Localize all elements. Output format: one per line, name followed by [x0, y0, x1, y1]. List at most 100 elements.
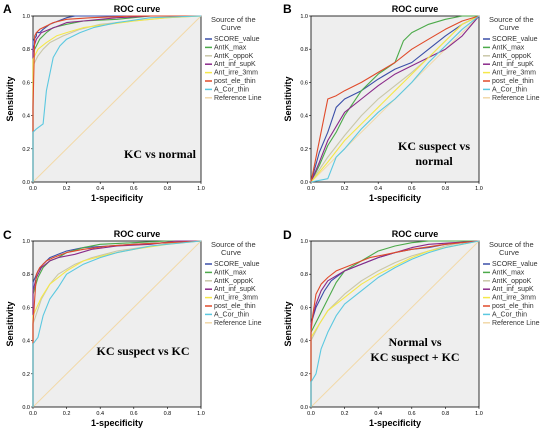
legend-entry: Ant_irre_3mm [492, 70, 536, 77]
comparison-annotation: KC suspect vs [398, 139, 470, 153]
y-tick-label: 0.8 [22, 272, 30, 278]
legend-entry: SCORE_value [214, 36, 260, 43]
series-line-antk-max [310, 15, 479, 183]
series-line-ant-irre-3mm [310, 15, 480, 183]
y-tick-label: 1.0 [300, 239, 308, 245]
legend-title: Curve [499, 248, 519, 257]
x-tick-label: 0.8 [164, 186, 172, 192]
series-line-post-ele-thin [310, 15, 480, 183]
series-line-a-cor-thin [310, 240, 480, 407]
x-tick-label: 1.0 [197, 186, 205, 192]
y-axis-label: Sensitivity [283, 76, 293, 121]
chart-title: ROC curve [114, 229, 161, 239]
legend-entry: SCORE_value [492, 261, 538, 268]
y-tick-label: 0.4 [300, 114, 308, 120]
y-tick-label: 0.4 [22, 114, 30, 120]
y-tick-label: 0.2 [22, 147, 30, 153]
legend-entry: post_ele_thin [214, 78, 256, 85]
legend-entry: AntK_oppoK [214, 278, 254, 285]
x-tick-label: 0.0 [29, 411, 37, 417]
comparison-annotation: KC suspect + KC [370, 350, 459, 364]
comparison-annotation: KC suspect vs KC [96, 344, 189, 358]
x-tick-label: 0.6 [130, 411, 138, 417]
panel-d: D ROC curve 0.0 0.2 0.4 0.6 0.8 1.0 0.0 0.2 0.4 0.6… [283, 228, 540, 428]
legend-entry: AntK_max [492, 269, 525, 276]
legend-entry: post_ele_thin [492, 303, 534, 310]
legend-title: Curve [221, 23, 241, 32]
x-tick-label: 1.0 [475, 186, 483, 192]
chart-title: ROC curve [392, 4, 439, 14]
legend-entry: A_Cor_thin [214, 86, 249, 93]
x-tick-label: 0.2 [341, 186, 349, 192]
series-line-post-ele-thin [32, 15, 201, 182]
legend-title: Source of the [489, 240, 534, 249]
reference-line [310, 240, 480, 408]
y-tick-label: 0.6 [300, 305, 308, 311]
y-axis-label: Sensitivity [5, 76, 15, 121]
x-tick-label: 0.6 [408, 411, 416, 417]
panel-label: D [283, 228, 292, 242]
x-tick-label: 0.4 [96, 186, 104, 192]
x-tick-label: 0.0 [29, 186, 37, 192]
x-axis-label: 1-specificity [369, 193, 421, 203]
legend-title: Curve [499, 23, 519, 32]
y-tick-label: 0.0 [22, 180, 30, 186]
y-tick-label: 0.0 [22, 405, 30, 411]
y-tick-label: 0.8 [22, 47, 30, 53]
y-tick-label: 0.6 [300, 80, 308, 86]
y-axis-label: Sensitivity [283, 301, 293, 346]
comparison-annotation: normal [415, 154, 453, 168]
series-line-a-cor-thin [310, 15, 480, 183]
y-tick-label: 0.2 [22, 372, 30, 378]
x-tick-label: 0.4 [374, 186, 382, 192]
legend-entry: Ant_inf_supK [214, 286, 256, 293]
legend-entry: A_Cor_thin [492, 86, 527, 93]
legend-entry: AntK_max [214, 44, 247, 51]
x-tick-label: 0.2 [63, 411, 71, 417]
series-line-ant-irre-3mm [32, 15, 202, 182]
x-axis-label: 1-specificity [91, 193, 143, 203]
comparison-annotation: KC vs normal [124, 147, 197, 161]
legend-entry: AntK_max [492, 44, 525, 51]
y-tick-label: 1.0 [300, 14, 308, 20]
legend-entry: AntK_oppoK [492, 53, 532, 60]
x-tick-label: 0.4 [374, 411, 382, 417]
y-tick-label: 1.0 [22, 239, 30, 245]
reference-line [32, 15, 202, 183]
chart-title: ROC curve [114, 4, 161, 14]
y-tick-label: 0.8 [300, 47, 308, 53]
panel-label: B [283, 2, 292, 16]
x-tick-label: 0.0 [307, 411, 315, 417]
legend-entry: Ant_inf_supK [214, 61, 256, 68]
chart-title: ROC curve [392, 229, 439, 239]
y-axis-label: Sensitivity [5, 301, 15, 346]
reference-line [32, 240, 202, 408]
legend-entry: Reference Line [492, 95, 540, 102]
legend-entry: SCORE_value [492, 36, 538, 43]
y-tick-label: 0.2 [300, 372, 308, 378]
x-tick-label: 0.2 [341, 411, 349, 417]
legend-title: Source of the [489, 15, 534, 24]
panel-a: A ROC curve 0.0 0.2 0.4 0.6 0.8 1.0 0.0 0.2 0.4 0.6… [3, 2, 262, 203]
panel-label: C [3, 228, 12, 242]
y-tick-label: 0.8 [300, 272, 308, 278]
legend-entry: AntK_max [214, 269, 247, 276]
y-tick-label: 0.6 [22, 80, 30, 86]
y-tick-label: 1.0 [22, 14, 30, 20]
series-line-post-ele-thin [32, 240, 202, 407]
y-tick-label: 0.0 [300, 180, 308, 186]
series-line-ant-inf-supk [310, 15, 480, 183]
legend-entry: Ant_irre_3mm [492, 295, 536, 302]
x-tick-label: 0.6 [408, 186, 416, 192]
panel-label: A [3, 2, 12, 16]
legend-entry: Ant_inf_supK [492, 286, 534, 293]
x-tick-label: 1.0 [197, 411, 205, 417]
x-tick-label: 0.2 [63, 186, 71, 192]
x-tick-label: 0.4 [96, 411, 104, 417]
series-line-ant-inf-supk [32, 15, 201, 182]
x-tick-label: 0.0 [307, 186, 315, 192]
x-tick-label: 0.8 [442, 411, 450, 417]
y-tick-label: 0.4 [300, 339, 308, 345]
series-line-a-cor-thin [32, 240, 202, 407]
series-line-a-cor-thin [32, 15, 202, 182]
